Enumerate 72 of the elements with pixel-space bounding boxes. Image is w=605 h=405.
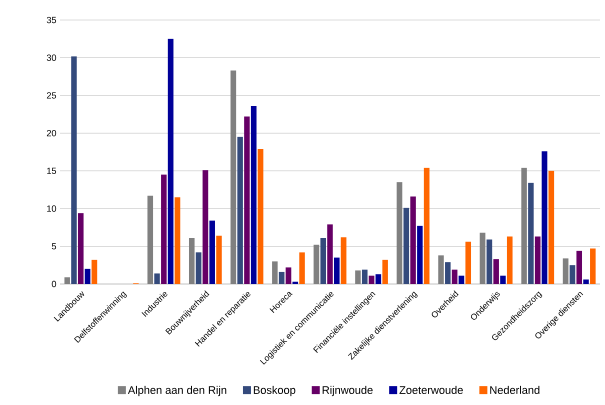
bar — [188, 238, 195, 284]
bar — [417, 226, 423, 284]
y-tick-label: 20 — [46, 130, 56, 136]
bar — [396, 182, 402, 284]
bar — [562, 258, 568, 284]
legend-label: Zoeterwoude — [399, 386, 463, 394]
legend-label: Rijnwoude — [322, 386, 373, 396]
bar — [71, 56, 77, 284]
bar — [368, 276, 374, 284]
y-tick-label: 5 — [52, 243, 56, 250]
bar — [452, 270, 458, 284]
bar — [327, 224, 333, 284]
bar — [410, 196, 416, 284]
bar — [320, 238, 326, 284]
bar — [161, 174, 167, 284]
bar — [445, 262, 451, 284]
bar — [154, 273, 160, 284]
bar — [548, 170, 554, 284]
bar — [534, 236, 540, 284]
bar — [355, 270, 361, 284]
bar — [528, 182, 534, 284]
bar — [403, 208, 410, 284]
bar — [382, 260, 388, 284]
bar — [583, 279, 589, 284]
bar — [168, 38, 174, 284]
bar — [202, 170, 208, 284]
bar — [438, 255, 444, 284]
bar — [147, 196, 154, 284]
bar — [258, 148, 264, 284]
y-tick-label: 10 — [47, 205, 56, 212]
bar — [64, 277, 70, 284]
bar — [334, 258, 340, 284]
bar — [424, 168, 430, 284]
bar — [458, 276, 464, 284]
bar — [92, 260, 98, 284]
bar — [216, 236, 222, 284]
y-tick-label: 0 — [52, 280, 56, 288]
bar — [84, 268, 90, 284]
bar — [299, 252, 305, 284]
bar — [465, 242, 472, 284]
bar — [362, 270, 368, 284]
bar — [230, 70, 236, 284]
bar — [196, 252, 202, 284]
bar — [480, 232, 486, 284]
y-tick-label: 25 — [46, 92, 56, 99]
bar — [250, 106, 257, 284]
bar — [272, 261, 278, 284]
bar — [576, 250, 582, 284]
bar — [286, 267, 292, 284]
bar — [521, 168, 527, 284]
bar — [376, 274, 382, 284]
bar — [237, 136, 243, 284]
bar — [486, 240, 492, 284]
bar — [506, 236, 513, 284]
bar — [174, 197, 180, 284]
bar — [340, 237, 346, 284]
bar — [570, 265, 576, 284]
bar — [244, 116, 250, 284]
bar — [278, 272, 284, 284]
legend-label: Alphen aan den Rijn — [128, 386, 226, 396]
y-tick-label: 35 — [46, 16, 56, 24]
bar — [542, 151, 548, 284]
bar — [209, 220, 215, 284]
bar — [500, 276, 506, 284]
legend-label: Boskoop — [254, 386, 296, 396]
bar — [78, 213, 84, 284]
y-tick-label: 30 — [46, 54, 56, 61]
y-tick-label: 15 — [47, 168, 56, 174]
bar — [314, 244, 320, 284]
legend-label: Nederland — [490, 386, 540, 394]
bar — [493, 259, 499, 284]
bar — [590, 248, 596, 284]
